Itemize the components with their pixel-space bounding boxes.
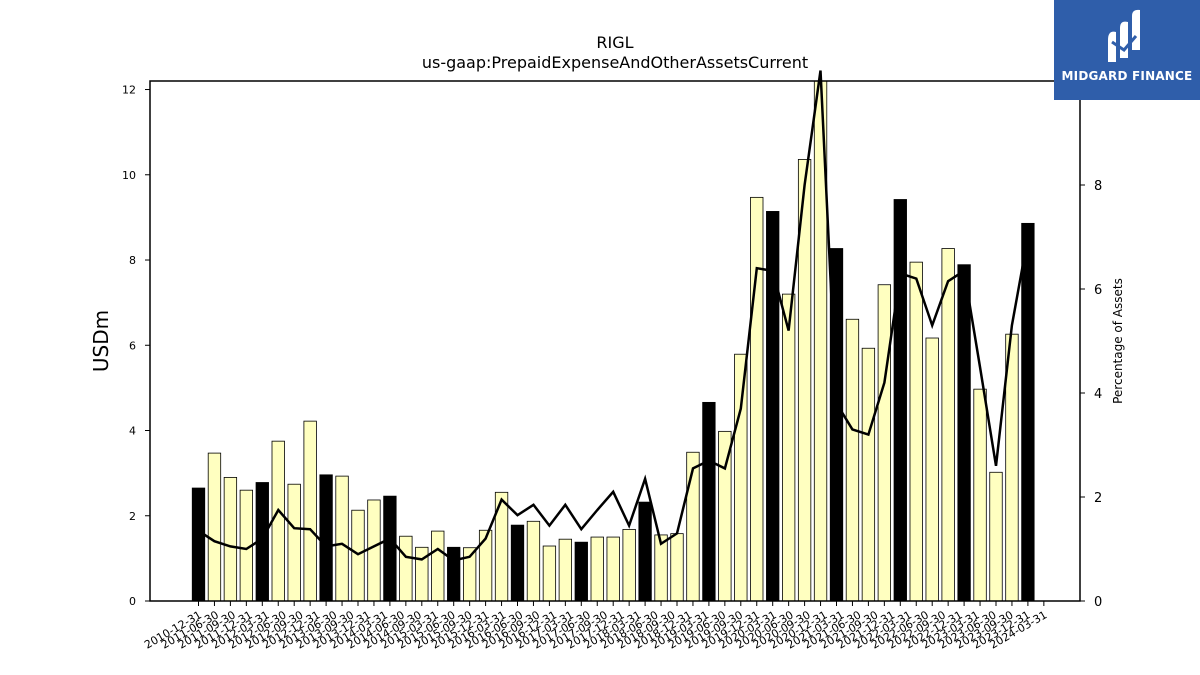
plot-frame	[149, 80, 1081, 602]
y-tick-label: 8	[129, 254, 136, 267]
bar-2021-12-31	[893, 199, 907, 602]
bar-2014-09-30	[431, 530, 445, 602]
bar-2016-03-31	[526, 520, 541, 602]
bar-2012-09-30	[303, 420, 317, 602]
y2-tick-label: 2	[1094, 491, 1102, 506]
percentage-line	[197, 70, 1030, 562]
bar-2021-06-30	[861, 347, 876, 602]
bar-2011-06-30	[223, 476, 238, 602]
bar-2016-12-31	[574, 541, 588, 602]
bar-2015-12-31	[510, 524, 525, 602]
bar-2019-06-30	[734, 353, 748, 602]
y2-axis: 0 2 4 6 8	[1080, 179, 1102, 610]
bar-2010-12-31	[191, 487, 206, 602]
chart-title: RIGL	[596, 33, 633, 52]
bar-2011-03-31	[207, 452, 222, 602]
bar-2015-06-30	[478, 529, 493, 602]
y2-tick-label: 8	[1094, 179, 1102, 194]
bar-2022-09-30	[941, 248, 955, 602]
y-tick-label: 2	[129, 510, 136, 523]
bar-2013-06-30	[351, 509, 365, 602]
bar-2014-12-31	[447, 546, 461, 602]
bar-2020-03-31	[782, 293, 796, 602]
bar-2021-09-30	[877, 284, 891, 602]
y-axis-label: USDm	[89, 310, 113, 372]
bar-2023-06-30	[989, 471, 1003, 602]
y-tick-label: 0	[129, 595, 136, 608]
x-axis: 2010-12-312011-06-302011-09-302011-12-31…	[142, 601, 1049, 652]
bars	[191, 80, 1035, 602]
y2-tick-label: 6	[1094, 283, 1102, 298]
bar-2016-06-30	[542, 545, 557, 602]
logo-mark-icon	[1108, 9, 1140, 62]
bar-2018-06-30	[670, 533, 684, 602]
bar-2012-12-31	[319, 474, 333, 602]
logo-text: MIDGARD FINANCE	[1061, 69, 1193, 83]
bar-2017-03-31	[590, 536, 604, 602]
bar-2014-03-31	[399, 535, 413, 602]
bar-2023-12-31	[1021, 222, 1035, 602]
bar-2012-03-31	[271, 440, 285, 602]
y2-tick-label: 4	[1094, 387, 1102, 402]
y-tick-label: 4	[129, 425, 136, 438]
bar-2013-09-30	[367, 499, 381, 602]
bar-2023-03-31	[973, 388, 987, 602]
bar-2016-09-30	[558, 538, 572, 602]
chart-subtitle: us-gaap:PrepaidExpenseAndOtherAssetsCurr…	[422, 53, 808, 72]
bar-2013-03-31	[335, 475, 349, 602]
logo: MIDGARD FINANCE	[1054, 0, 1200, 100]
bar-2017-06-30	[606, 536, 620, 602]
y-tick-label: 10	[122, 169, 136, 182]
bar-2018-12-31	[702, 401, 716, 602]
bar-2022-03-31	[909, 261, 923, 602]
y2-tick-label: 0	[1094, 595, 1102, 610]
y-axis: 0 2 4 6 8 10 12	[122, 84, 150, 608]
bar-2021-03-31	[845, 318, 860, 602]
bar-2019-09-30	[750, 196, 764, 602]
bar-2012-06-30	[287, 483, 301, 602]
y-tick-label: 6	[129, 339, 136, 352]
bar-2017-09-30	[622, 528, 636, 602]
bar-2018-09-30	[686, 451, 700, 602]
bar-2022-12-31	[957, 264, 971, 602]
y-tick-label: 12	[122, 84, 136, 97]
bar-2013-12-31	[383, 495, 397, 602]
bar-2017-12-31	[638, 501, 652, 602]
y2-axis-label: Percentage of Assets	[1111, 278, 1125, 404]
bar-2022-06-30	[925, 337, 939, 602]
